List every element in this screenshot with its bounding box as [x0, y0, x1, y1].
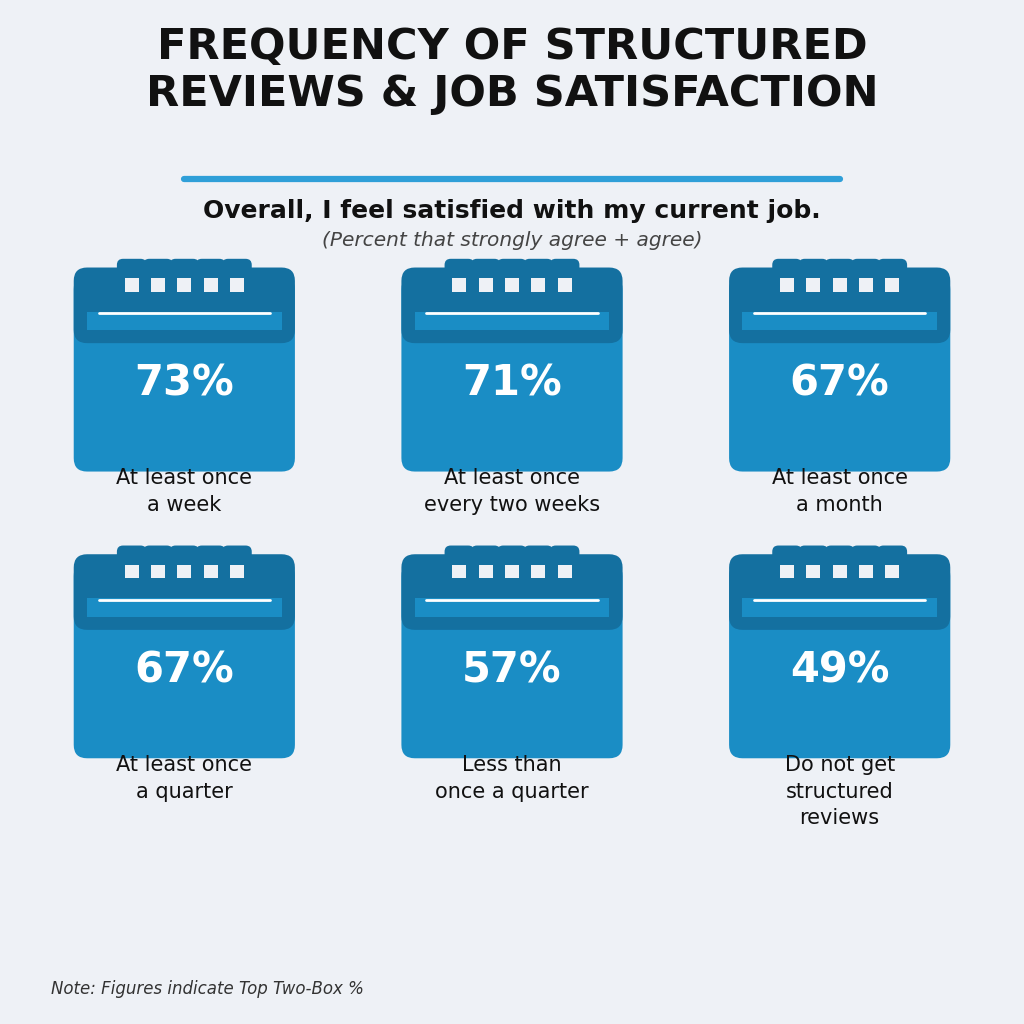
Bar	[833, 279, 847, 292]
FancyBboxPatch shape	[401, 276, 623, 471]
Text: Do not get
structured
reviews: Do not get structured reviews	[784, 756, 895, 828]
FancyBboxPatch shape	[799, 546, 828, 596]
FancyBboxPatch shape	[143, 259, 173, 309]
Text: At least once
a quarter: At least once a quarter	[117, 756, 252, 802]
FancyBboxPatch shape	[523, 546, 553, 596]
Text: Overall, I feel satisfied with my current job.: Overall, I feel satisfied with my curren…	[203, 199, 821, 222]
Bar	[125, 279, 139, 292]
Bar	[531, 279, 545, 292]
FancyBboxPatch shape	[878, 546, 907, 596]
FancyBboxPatch shape	[74, 276, 295, 471]
Bar	[859, 565, 872, 579]
FancyBboxPatch shape	[222, 259, 252, 309]
Bar	[229, 279, 244, 292]
Text: 67%: 67%	[790, 362, 890, 404]
Bar	[833, 565, 847, 579]
Text: At least once
every two weeks: At least once every two weeks	[424, 469, 600, 515]
FancyBboxPatch shape	[851, 546, 881, 596]
Bar	[479, 565, 493, 579]
Text: At least once
a week: At least once a week	[117, 469, 252, 515]
Bar	[125, 565, 139, 579]
Bar	[505, 565, 519, 579]
FancyBboxPatch shape	[824, 259, 855, 309]
Bar	[177, 279, 191, 292]
Bar	[780, 565, 795, 579]
FancyBboxPatch shape	[222, 546, 252, 596]
FancyBboxPatch shape	[497, 259, 527, 309]
Text: 57%: 57%	[462, 649, 562, 691]
FancyBboxPatch shape	[523, 259, 553, 309]
FancyBboxPatch shape	[729, 554, 950, 630]
Bar	[479, 279, 493, 292]
FancyBboxPatch shape	[729, 276, 950, 471]
Bar	[742, 311, 937, 330]
Bar	[557, 279, 571, 292]
FancyBboxPatch shape	[117, 259, 146, 309]
Bar	[87, 598, 282, 616]
FancyBboxPatch shape	[74, 554, 295, 630]
FancyBboxPatch shape	[196, 546, 225, 596]
Bar	[531, 565, 545, 579]
Bar	[453, 565, 467, 579]
FancyBboxPatch shape	[772, 546, 802, 596]
Bar	[152, 565, 165, 579]
Text: Less than
once a quarter: Less than once a quarter	[435, 756, 589, 802]
Bar	[807, 565, 820, 579]
Text: 49%: 49%	[790, 649, 890, 691]
FancyBboxPatch shape	[824, 546, 855, 596]
Bar	[557, 565, 571, 579]
Text: 71%: 71%	[462, 362, 562, 404]
FancyBboxPatch shape	[729, 267, 950, 343]
FancyBboxPatch shape	[169, 259, 200, 309]
FancyBboxPatch shape	[550, 259, 580, 309]
Bar	[885, 565, 899, 579]
FancyBboxPatch shape	[74, 267, 295, 343]
FancyBboxPatch shape	[729, 563, 950, 758]
FancyBboxPatch shape	[772, 259, 802, 309]
FancyBboxPatch shape	[497, 546, 527, 596]
FancyBboxPatch shape	[401, 554, 623, 630]
Bar	[807, 279, 820, 292]
Bar	[505, 279, 519, 292]
FancyBboxPatch shape	[401, 563, 623, 758]
Bar	[177, 565, 191, 579]
FancyBboxPatch shape	[471, 259, 501, 309]
Text: 73%: 73%	[134, 362, 234, 404]
Text: (Percent that strongly agree + agree): (Percent that strongly agree + agree)	[322, 231, 702, 251]
Bar	[885, 279, 899, 292]
Text: At least once
a month: At least once a month	[772, 469, 907, 515]
Bar	[859, 279, 872, 292]
Bar	[415, 311, 609, 330]
FancyBboxPatch shape	[74, 563, 295, 758]
FancyBboxPatch shape	[444, 259, 474, 309]
FancyBboxPatch shape	[550, 546, 580, 596]
Text: 67%: 67%	[134, 649, 234, 691]
FancyBboxPatch shape	[196, 259, 225, 309]
Bar	[229, 565, 244, 579]
Bar	[742, 598, 937, 616]
FancyBboxPatch shape	[169, 546, 200, 596]
FancyBboxPatch shape	[851, 259, 881, 309]
Bar	[204, 565, 217, 579]
FancyBboxPatch shape	[878, 259, 907, 309]
Text: Note: Figures indicate Top Two-Box %: Note: Figures indicate Top Two-Box %	[51, 980, 365, 998]
Bar	[204, 279, 217, 292]
FancyBboxPatch shape	[444, 546, 474, 596]
FancyBboxPatch shape	[471, 546, 501, 596]
Bar	[87, 311, 282, 330]
Bar	[152, 279, 165, 292]
FancyBboxPatch shape	[401, 267, 623, 343]
FancyBboxPatch shape	[799, 259, 828, 309]
FancyBboxPatch shape	[117, 546, 146, 596]
Bar	[415, 598, 609, 616]
FancyBboxPatch shape	[143, 546, 173, 596]
Bar	[780, 279, 795, 292]
Text: FREQUENCY OF STRUCTURED
REVIEWS & JOB SATISFACTION: FREQUENCY OF STRUCTURED REVIEWS & JOB SA…	[145, 26, 879, 115]
Bar	[453, 279, 467, 292]
